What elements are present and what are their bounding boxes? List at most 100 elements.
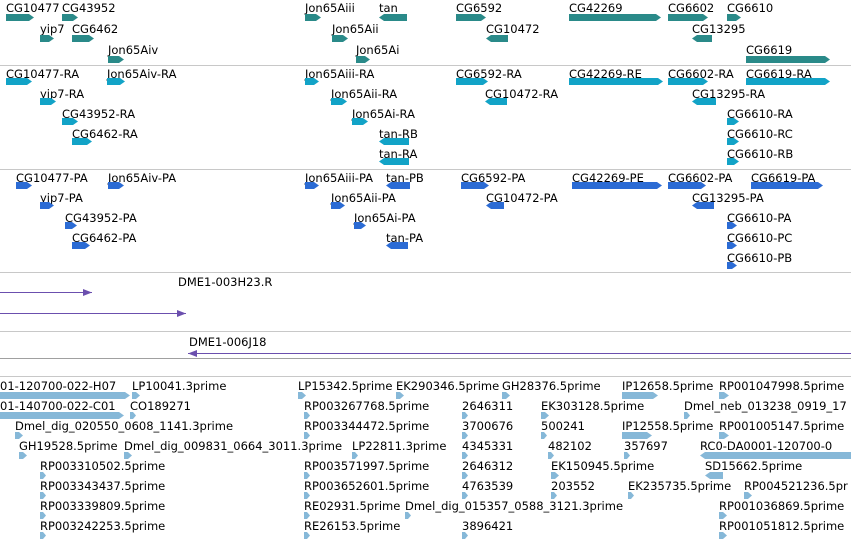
- feature-glyph[interactable]: [746, 55, 830, 63]
- feature-glyph[interactable]: [396, 391, 404, 399]
- feature-glyph[interactable]: [462, 471, 468, 479]
- feature-glyph[interactable]: [727, 221, 737, 229]
- feature-glyph[interactable]: [727, 241, 737, 249]
- feature-glyph[interactable]: [405, 511, 411, 519]
- feature-glyph[interactable]: [541, 431, 547, 439]
- feature-glyph[interactable]: [0, 391, 130, 399]
- feature-glyph[interactable]: [304, 531, 310, 539]
- feature-glyph[interactable]: [572, 181, 662, 189]
- feature-glyph[interactable]: [719, 431, 729, 439]
- feature-glyph[interactable]: [352, 117, 368, 125]
- feature-glyph[interactable]: [462, 451, 468, 459]
- feature-glyph[interactable]: [331, 201, 345, 209]
- feature-glyph[interactable]: [719, 531, 727, 539]
- feature-glyph[interactable]: [727, 261, 737, 269]
- feature-glyph[interactable]: [486, 201, 504, 209]
- feature-glyph[interactable]: [40, 471, 46, 479]
- feature-glyph[interactable]: [727, 13, 741, 21]
- feature-glyph[interactable]: [108, 55, 124, 63]
- feature-glyph[interactable]: [62, 117, 78, 125]
- feature-glyph[interactable]: [462, 531, 468, 539]
- feature-glyph[interactable]: [6, 13, 34, 21]
- feature-glyph[interactable]: [304, 411, 310, 419]
- feature-glyph[interactable]: [356, 55, 370, 63]
- feature-glyph[interactable]: [456, 77, 488, 85]
- feature-glyph[interactable]: [386, 241, 408, 249]
- feature-glyph[interactable]: [751, 181, 823, 189]
- feature-glyph[interactable]: [705, 471, 723, 479]
- feature-glyph[interactable]: [502, 391, 510, 399]
- feature-glyph[interactable]: [305, 13, 321, 21]
- feature-glyph[interactable]: [624, 451, 630, 459]
- feature-glyph[interactable]: [40, 97, 56, 105]
- feature-glyph[interactable]: [622, 391, 658, 399]
- feature-glyph[interactable]: [541, 411, 549, 419]
- feature-glyph[interactable]: [72, 34, 94, 42]
- feature-glyph[interactable]: [331, 97, 347, 105]
- feature-glyph[interactable]: [486, 34, 508, 42]
- feature-glyph[interactable]: [6, 77, 32, 85]
- feature-glyph[interactable]: [485, 97, 507, 105]
- feature-glyph[interactable]: [332, 34, 348, 42]
- feature-glyph[interactable]: [692, 201, 714, 209]
- feature-glyph[interactable]: [188, 349, 851, 357]
- feature-glyph[interactable]: [727, 117, 739, 125]
- feature-glyph[interactable]: [304, 471, 310, 479]
- feature-glyph[interactable]: [668, 77, 708, 85]
- feature-glyph[interactable]: [628, 491, 634, 499]
- feature-glyph[interactable]: [40, 201, 54, 209]
- feature-glyph[interactable]: [692, 34, 712, 42]
- feature-glyph[interactable]: [462, 411, 468, 419]
- feature-glyph[interactable]: [0, 288, 92, 296]
- feature-glyph[interactable]: [668, 13, 708, 21]
- feature-glyph[interactable]: [569, 13, 661, 21]
- feature-glyph[interactable]: [65, 221, 77, 229]
- feature-glyph[interactable]: [40, 34, 54, 42]
- feature-glyph[interactable]: [304, 491, 310, 499]
- feature-glyph[interactable]: [622, 431, 652, 439]
- feature-glyph[interactable]: [569, 77, 663, 85]
- feature-glyph[interactable]: [40, 491, 46, 499]
- feature-glyph[interactable]: [16, 181, 32, 189]
- feature-glyph[interactable]: [124, 451, 132, 459]
- feature-glyph[interactable]: [107, 77, 125, 85]
- feature-glyph[interactable]: [719, 511, 727, 519]
- feature-glyph[interactable]: [305, 77, 319, 85]
- feature-glyph[interactable]: [692, 97, 716, 105]
- feature-glyph[interactable]: [461, 181, 489, 189]
- feature-glyph[interactable]: [304, 511, 310, 519]
- feature-glyph[interactable]: [700, 451, 851, 459]
- feature-glyph[interactable]: [744, 491, 752, 499]
- feature-glyph[interactable]: [354, 221, 366, 229]
- feature-glyph[interactable]: [19, 451, 27, 459]
- feature-glyph[interactable]: [62, 13, 78, 21]
- feature-glyph[interactable]: [668, 181, 706, 189]
- feature-glyph[interactable]: [456, 13, 486, 21]
- feature-glyph[interactable]: [40, 531, 46, 539]
- feature-glyph[interactable]: [40, 511, 46, 519]
- feature-glyph[interactable]: [386, 181, 410, 189]
- feature-glyph[interactable]: [132, 391, 140, 399]
- feature-glyph[interactable]: [727, 157, 739, 165]
- feature-glyph[interactable]: [727, 137, 739, 145]
- feature-glyph[interactable]: [304, 431, 310, 439]
- feature-glyph[interactable]: [130, 411, 136, 419]
- feature-glyph[interactable]: [746, 77, 830, 85]
- feature-glyph[interactable]: [0, 411, 124, 419]
- feature-glyph[interactable]: [72, 241, 90, 249]
- feature-glyph[interactable]: [462, 491, 468, 499]
- feature-glyph[interactable]: [719, 391, 729, 399]
- feature-glyph[interactable]: [298, 391, 306, 399]
- feature-glyph[interactable]: [379, 13, 407, 21]
- feature-glyph[interactable]: [551, 471, 559, 479]
- feature-glyph[interactable]: [684, 411, 690, 419]
- feature-glyph[interactable]: [548, 451, 554, 459]
- feature-glyph[interactable]: [379, 157, 409, 165]
- feature-glyph[interactable]: [72, 137, 92, 145]
- feature-glyph[interactable]: [462, 431, 468, 439]
- feature-glyph[interactable]: [352, 451, 358, 459]
- feature-glyph[interactable]: [15, 431, 23, 439]
- feature-glyph[interactable]: [0, 309, 186, 317]
- feature-glyph[interactable]: [551, 491, 557, 499]
- feature-glyph[interactable]: [108, 181, 124, 189]
